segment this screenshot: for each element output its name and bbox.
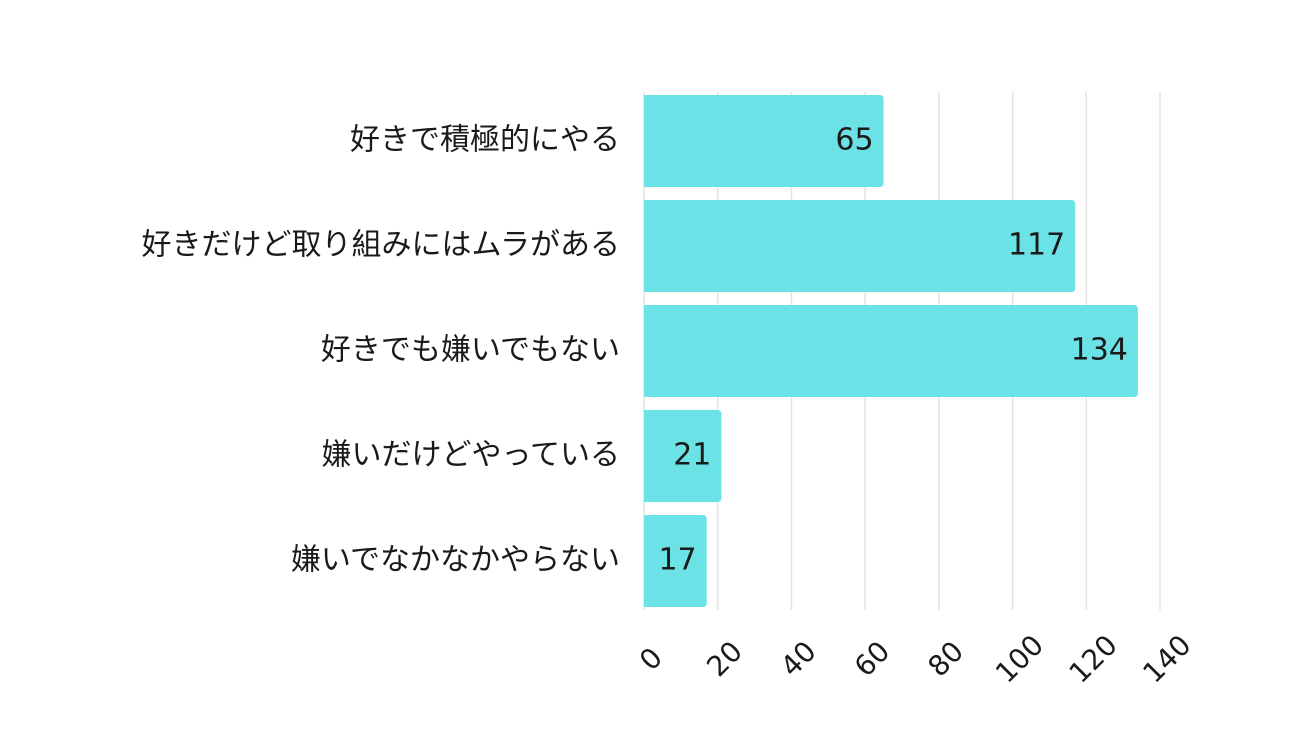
value-label: 21: [673, 438, 711, 473]
x-tick-label: 40: [774, 635, 823, 684]
value-label: 117: [1008, 228, 1065, 263]
category-label: 嫌いだけどやっている: [322, 438, 621, 473]
x-tick-label: 140: [1136, 628, 1197, 689]
bar: [644, 95, 884, 187]
x-tick-label: 80: [922, 635, 971, 684]
category-label: 好きだけど取り組みにはムラがある: [142, 228, 621, 263]
bar: [644, 200, 1076, 292]
x-tick-label: 20: [700, 635, 749, 684]
value-labels: 65 117 134 21 17: [658, 123, 1127, 578]
bar: [644, 515, 707, 607]
x-tick-label: 60: [848, 635, 897, 684]
category-label: 嫌いでなかなかやらない: [291, 543, 620, 578]
bars: [644, 95, 1138, 607]
bar: [644, 410, 722, 502]
category-label: 好きで積極的にやる: [350, 123, 620, 158]
category-labels: 好きで積極的にやる好きだけど取り組みにはムラがある好きでも嫌いでもない嫌いだけど…: [142, 123, 621, 578]
x-axis-ticks: 0 20 40 60 80 100 120 140: [633, 628, 1198, 689]
value-label: 17: [658, 543, 696, 578]
x-tick-label: 100: [989, 628, 1050, 689]
x-tick-label: 120: [1063, 628, 1124, 689]
x-tick-label: 0: [633, 641, 669, 677]
value-label: 65: [835, 123, 873, 158]
category-label: 好きでも嫌いでもない: [321, 333, 620, 368]
bar: [644, 305, 1138, 397]
value-label: 134: [1071, 333, 1128, 368]
